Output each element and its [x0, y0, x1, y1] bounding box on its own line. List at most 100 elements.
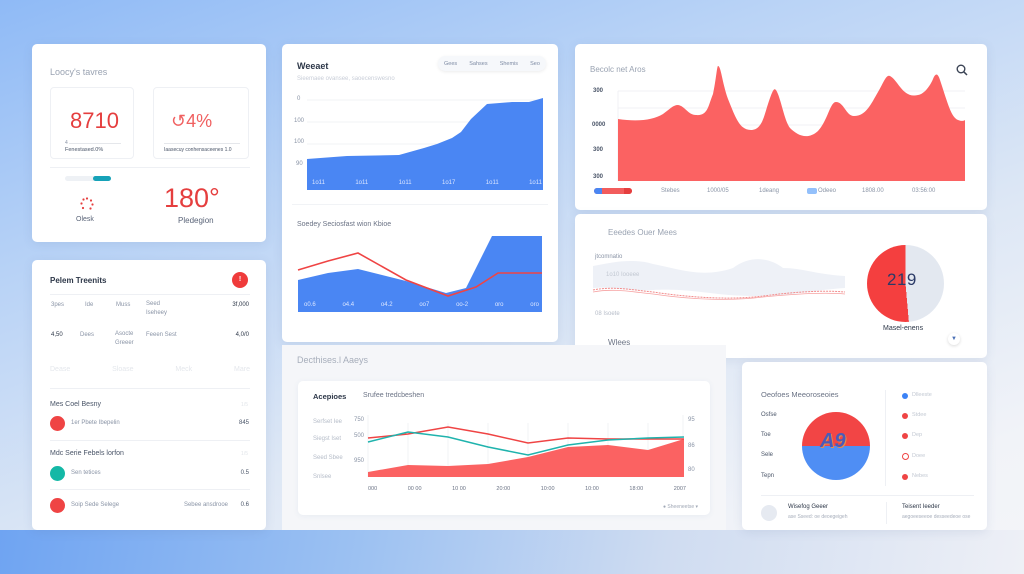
row-label: Siegst Iset	[313, 436, 342, 442]
list-item[interactable]: Soip Sede Selege Sebee ansdrooe 0.6	[50, 498, 250, 514]
table-row[interactable]: 4,50 Dees Asocte Greeer Feeen Sest 4,0/0	[51, 331, 249, 346]
kpi-box-1[interactable]: 8710 4 Fenestased.0%	[50, 87, 134, 159]
tab-0[interactable]: Gees	[444, 60, 458, 67]
pie-value: A9	[820, 430, 846, 452]
kpi-divider	[69, 143, 121, 144]
group-meta: 1/5	[241, 451, 248, 457]
left-label: Tepn	[761, 473, 775, 479]
status-dot	[50, 416, 65, 431]
spinner-icon	[80, 197, 94, 210]
kpi-divider	[164, 143, 240, 144]
y-right-tick: 86	[688, 443, 695, 449]
legend-item[interactable]: Doee	[902, 453, 972, 463]
left-label: Sele	[761, 452, 774, 458]
table-row[interactable]: 3pes Ide Muss Seed Iseheey 3f,000	[51, 301, 249, 316]
band-label: 1o10 Iooeee	[606, 272, 640, 278]
divider	[50, 388, 250, 389]
chevron-down-icon[interactable]: ▼	[948, 333, 960, 345]
overview-donut[interactable]	[867, 245, 944, 322]
recent-card: Pelem Treenits ! 3pes Ide Muss Seed Iseh…	[32, 260, 266, 530]
legend-item: 1000/05	[707, 188, 729, 194]
progress-fill	[92, 176, 111, 181]
donut-label: Masel-enens	[883, 325, 924, 332]
weekly-title: Weeaet	[297, 61, 329, 71]
status-label: Olesk	[76, 216, 94, 223]
background-gradient	[0, 530, 1024, 574]
y-tick: 0000	[592, 122, 606, 128]
kpi-label-1: Fenestased.0%	[65, 147, 104, 153]
peaks-card: Becolc net Aros 300 0000 300 300 Stebes …	[575, 44, 987, 210]
legend-item: 1deang	[759, 188, 780, 194]
status-dot	[50, 498, 65, 513]
band-label: 08 Isoete	[595, 311, 620, 317]
y-tick: 100	[294, 118, 305, 124]
list-item[interactable]: Sen tetices 0.5	[50, 466, 250, 482]
row-label: Serfset Iee	[313, 419, 343, 425]
legend-item: 1808.00	[862, 188, 884, 194]
chevron-down-icon: ▾	[695, 504, 699, 510]
tab-active[interactable]: Acepioes	[313, 392, 347, 401]
tab-3[interactable]: Seo	[530, 60, 540, 67]
y-tick: 300	[593, 147, 604, 153]
search-icon[interactable]	[956, 64, 968, 76]
overview-title: Eeedes Ouer Mees	[608, 228, 677, 237]
avatar[interactable]	[761, 505, 777, 521]
y-tick: 300	[593, 88, 604, 94]
analytics-x-ticks: 000 00 00 10 00 20:00 10:00 10:00 18:00 …	[368, 486, 686, 492]
table-footer: Dease Sloase Meck Mare	[50, 366, 250, 373]
weekly-area-chart	[307, 98, 543, 190]
kpi-value-1: 8710	[70, 108, 119, 133]
peaks-area-chart	[617, 66, 965, 181]
y-right-tick: 80	[688, 467, 695, 473]
overview-card: Eeedes Ouer Mees jtcomnatio 1o10 Iooeee …	[575, 214, 987, 358]
dot-icon: ●	[663, 504, 667, 510]
legend-item: 03:56:00	[912, 188, 936, 194]
divider	[50, 489, 250, 490]
tab-2[interactable]: Shemis	[499, 60, 519, 67]
progress-bar[interactable]	[65, 176, 111, 181]
band-label: jtcomnatio	[595, 254, 623, 260]
divider	[50, 167, 250, 168]
overview-band-chart	[592, 259, 846, 300]
legend-item[interactable]: Dlleeste	[902, 392, 972, 402]
big-stat-value: 180°	[164, 183, 220, 213]
legend-item[interactable]: Dep	[902, 432, 972, 442]
metrics-pie[interactable]	[802, 412, 870, 480]
group-title: Mes Coel Besny	[50, 401, 101, 408]
kpi-marker: 4	[65, 140, 68, 146]
left-label: Toe	[761, 432, 771, 438]
y-tick: 300	[593, 174, 604, 180]
divider	[885, 390, 886, 486]
x-axis-ticks: 1o11 1o11 1o11 1o17 1o11 1o11	[312, 180, 542, 186]
y-left-tick: 950	[354, 458, 365, 464]
tab-inactive[interactable]: Srufee tredcbeshen	[363, 392, 425, 399]
row-label: Snlsee	[313, 474, 332, 480]
legend-item: Stebes	[661, 188, 680, 194]
summary-card: Loocy's tavres 8710 4 Fenestased.0% ↺4% …	[32, 44, 266, 242]
chart2-x-ticks: o0.6 o4.4 o4.2 oo7 oo-2 oro oro	[304, 302, 539, 308]
recent-title: Pelem Treenits	[50, 276, 107, 285]
group-meta: 1/5	[241, 402, 248, 408]
analytics-card: Acepioes Srufee tredcbeshen Serfset Iee …	[298, 381, 710, 515]
kpi-box-2[interactable]: ↺4% Iaasecuy conhensaceenes 1.0	[153, 87, 249, 159]
y-tick: 90	[296, 161, 303, 167]
divider	[292, 204, 548, 205]
weekly-subtitle: Sieemaee ovansee, saoecenswesno	[297, 76, 395, 82]
footer-left-title: Wisefog Geeer	[788, 504, 829, 510]
divider	[50, 440, 250, 441]
legend-item[interactable]: Nebes	[902, 473, 972, 483]
footer-select[interactable]: ● Sheeneetse ▾	[663, 504, 699, 510]
y-tick: 100	[294, 139, 305, 145]
group-title: Mdc Serie Febels lorfon	[50, 450, 124, 457]
donut-value: 219	[887, 270, 917, 289]
divider	[761, 495, 974, 496]
left-label: Osfse	[761, 412, 777, 418]
divider	[50, 294, 250, 295]
y-tick: 0	[297, 96, 301, 102]
tab-1[interactable]: Sahses	[469, 60, 488, 67]
metrics-title: Oeofoes Meeoroseoies	[761, 390, 839, 399]
legend-swatch	[594, 188, 632, 194]
legend-item[interactable]: Stdee	[902, 412, 972, 422]
alert-badge[interactable]: !	[232, 272, 248, 288]
list-item[interactable]: 1er Pbete Ibepelin 845	[50, 416, 250, 432]
